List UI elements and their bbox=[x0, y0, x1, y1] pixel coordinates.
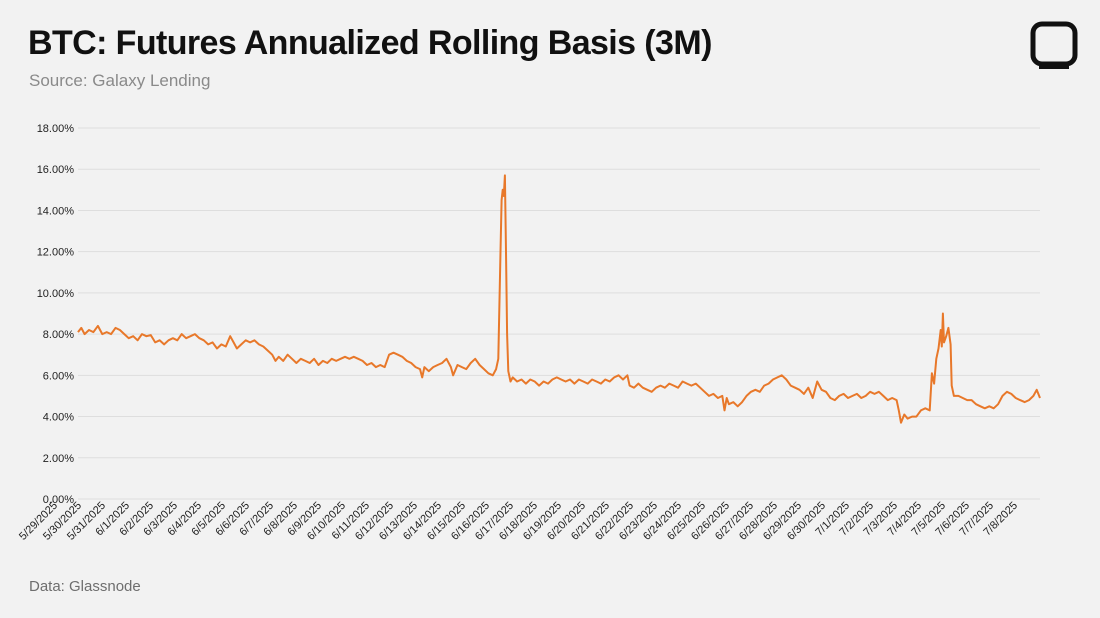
chart-subtitle: Source: Galaxy Lending bbox=[29, 71, 211, 90]
chart-title: BTC: Futures Annualized Rolling Basis (3… bbox=[28, 24, 712, 62]
y-tick-label: 10.00% bbox=[37, 288, 75, 300]
series-line bbox=[77, 174, 1041, 424]
y-tick-label: 4.00% bbox=[43, 412, 74, 424]
y-tick-label: 6.00% bbox=[43, 370, 74, 382]
y-tick-label: 16.00% bbox=[37, 164, 75, 176]
line-chart: 0.00% 2.00% 4.00% 6.00% 8.00% 10.00% 12.00% 14.… bbox=[17, 123, 1041, 543]
y-tick-label: 12.00% bbox=[37, 247, 75, 259]
y-tick-label: 2.00% bbox=[43, 453, 74, 465]
y-tick-label: 14.00% bbox=[37, 205, 75, 217]
y-tick-label: 8.00% bbox=[43, 329, 74, 341]
square-logo-icon bbox=[1030, 21, 1078, 69]
y-tick-label: 0.00% bbox=[43, 494, 74, 506]
data-footer: Data: Glassnode bbox=[29, 578, 141, 595]
y-tick-label: 18.00% bbox=[37, 123, 75, 135]
